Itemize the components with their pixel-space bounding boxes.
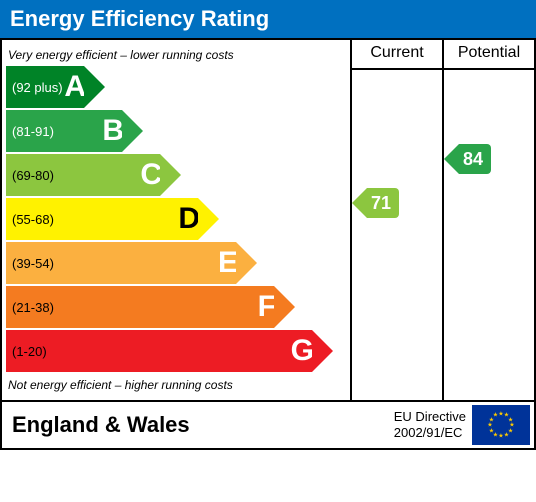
current-pointer-area: 71 [352,70,442,400]
band-bar-f: (21-38) F [6,286,274,328]
bands-list: (92 plus)A (81-91) B (69-80) C (55-68) D (39-54… [6,66,346,372]
potential-rating-value: 84 [463,149,483,170]
band-row: (21-38) F [6,286,346,328]
band-range: (81-91) [12,124,54,139]
band-bar-g: (1-20) G [6,330,312,372]
footer: England & Wales EU Directive 2002/91/EC … [0,402,536,450]
band-row: (55-68) D [6,198,346,240]
directive-ref: 2002/91/EC [394,425,466,441]
potential-pointer-area: 84 [444,70,534,400]
bands-column: Very energy efficient – lower running co… [2,40,352,400]
potential-rating-pointer: 84 [459,144,491,174]
band-row: (92 plus)A [6,66,346,108]
band-letter: C [140,158,162,192]
chart-area: Very energy efficient – lower running co… [0,38,536,402]
current-column: Current 71 [352,40,444,400]
band-bar-c: (69-80) C [6,154,160,196]
band-row: (69-80) C [6,154,346,196]
band-row: (81-91) B [6,110,346,152]
band-letter: F [258,290,276,324]
directive-label: EU Directive 2002/91/EC [394,409,472,440]
band-row: (1-20) G [6,330,346,372]
band-range: (39-54) [12,256,54,271]
band-bar-d: (55-68) D [6,198,198,240]
band-letter: G [291,334,314,368]
title-bar: Energy Efficiency Rating [0,0,536,38]
caption-top: Very energy efficient – lower running co… [6,44,346,66]
band-range: (55-68) [12,212,54,227]
band-letter: A [64,70,86,104]
band-letter: E [218,246,238,280]
band-range: (21-38) [12,300,54,315]
current-rating-value: 71 [371,193,391,214]
epc-chart: Energy Efficiency Rating Very energy eff… [0,0,536,450]
current-header: Current [352,40,442,70]
band-bar-b: (81-91) B [6,110,122,152]
band-range: (69-80) [12,168,54,183]
band-range: (92 plus) [12,80,63,95]
potential-header: Potential [444,40,534,70]
band-bar-a: (92 plus)A [6,66,84,108]
band-range: (1-20) [12,344,47,359]
current-rating-pointer: 71 [367,188,399,218]
eu-star-icon: ★ [498,433,503,440]
band-letter: B [102,114,124,148]
band-letter: D [178,202,200,236]
band-bar-e: (39-54) E [6,242,236,284]
caption-bottom: Not energy efficient – higher running co… [6,374,346,396]
directive-title: EU Directive [394,409,466,425]
band-row: (39-54) E [6,242,346,284]
region-label: England & Wales [2,412,394,438]
eu-star-icon: ★ [493,412,498,419]
potential-column: Potential 84 [444,40,534,400]
eu-flag-icon: ★★★★★★★★★★★★ [472,405,530,445]
eu-star-icon: ★ [504,431,509,438]
